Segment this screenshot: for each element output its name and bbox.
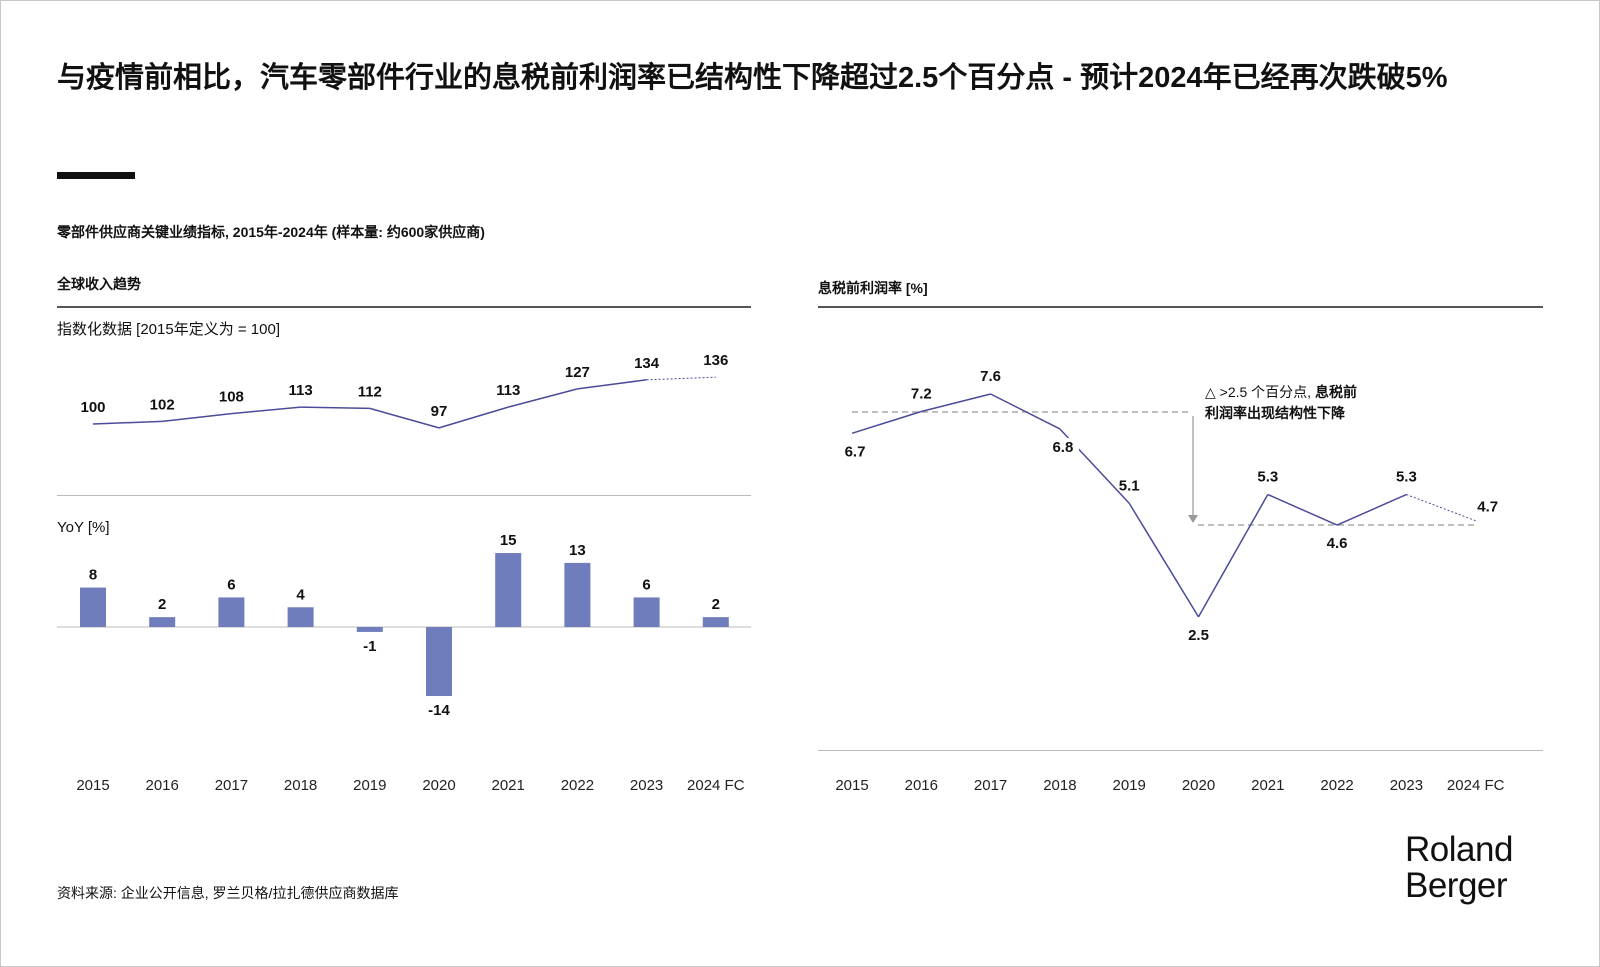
ebit-annotation: △ >2.5 个百分点, 息税前 利润率出现结构性下降 bbox=[1205, 382, 1357, 424]
revenue-line-segment bbox=[577, 379, 647, 390]
yoy-data-label: -1 bbox=[363, 638, 376, 655]
yoy-bar bbox=[495, 553, 522, 627]
x-tick-label: 2022 bbox=[1320, 777, 1353, 794]
yoy-bar bbox=[633, 597, 660, 627]
revenue-data-label: 127 bbox=[565, 364, 590, 381]
revenue-data-label: 108 bbox=[219, 389, 244, 406]
x-tick-label: 2024 FC bbox=[687, 777, 745, 794]
x-tick-label: 2017 bbox=[974, 777, 1007, 794]
yoy-bar bbox=[149, 617, 176, 627]
annotation-text-b: 息税前 bbox=[1314, 384, 1357, 400]
source-note: 资料来源: 企业公开信息, 罗兰贝格/拉扎德供应商数据库 bbox=[57, 885, 399, 901]
yoy-bar bbox=[80, 587, 106, 627]
x-tick-label: 2021 bbox=[492, 777, 525, 794]
yoy-bar bbox=[287, 607, 314, 627]
x-tick-label: 2018 bbox=[284, 777, 317, 794]
revenue-data-label: 112 bbox=[358, 383, 382, 400]
revenue-section-rule bbox=[57, 306, 751, 308]
ebit-baseline bbox=[818, 750, 1543, 751]
x-tick-label: 2023 bbox=[1390, 777, 1423, 794]
yoy-data-label: 4 bbox=[296, 586, 305, 603]
revenue-line-segment bbox=[92, 420, 163, 425]
label-background bbox=[1046, 437, 1079, 458]
x-tick-label: 2022 bbox=[561, 777, 594, 794]
revenue-data-label: 97 bbox=[431, 403, 448, 420]
ebit-data-label: 5.3 bbox=[1396, 469, 1417, 486]
ebit-line-segment bbox=[1197, 494, 1269, 618]
revenue-section-title: 全球收入趋势 bbox=[57, 276, 141, 292]
revenue-data-label: 100 bbox=[80, 399, 105, 416]
roland-berger-logo: Roland Berger bbox=[1405, 832, 1513, 904]
revenue-data-label: 102 bbox=[150, 396, 175, 413]
revenue-line-segment bbox=[369, 407, 440, 429]
revenue-line-segment bbox=[231, 406, 301, 415]
ebit-section-rule bbox=[818, 306, 1543, 308]
yoy-data-label: 6 bbox=[227, 576, 235, 593]
ebit-line-segment bbox=[1267, 493, 1338, 526]
yoy-data-label: 6 bbox=[642, 576, 650, 593]
ebit-data-label: 5.3 bbox=[1257, 469, 1278, 486]
revenue-line-segment bbox=[300, 406, 370, 410]
ebit-line-segment bbox=[851, 410, 922, 435]
revenue-data-label: 113 bbox=[288, 382, 312, 399]
ebit-line-segment bbox=[921, 393, 991, 413]
x-tick-label: 2023 bbox=[630, 777, 663, 794]
x-tick-label: 2018 bbox=[1043, 777, 1076, 794]
x-tick-label: 2019 bbox=[353, 777, 386, 794]
yoy-data-label: 8 bbox=[89, 567, 97, 584]
revenue-line-segment bbox=[508, 388, 578, 408]
yoy-bar bbox=[702, 617, 729, 627]
revenue-data-label: 113 bbox=[496, 382, 520, 399]
revenue-line-segment bbox=[646, 376, 716, 381]
logo-line2: Berger bbox=[1405, 866, 1508, 905]
x-tick-label: 2019 bbox=[1113, 777, 1146, 794]
yoy-data-label: 13 bbox=[569, 542, 586, 559]
ebit-line-segment bbox=[1128, 502, 1200, 618]
x-tick-label: 2021 bbox=[1251, 777, 1284, 794]
yoy-data-label: 15 bbox=[500, 532, 517, 549]
annotation-text-c: 利润率出现结构性下降 bbox=[1205, 405, 1345, 421]
revenue-data-label: 136 bbox=[703, 352, 728, 369]
yoy-unit-label: YoY [%] bbox=[57, 519, 110, 536]
x-tick-label: 2020 bbox=[422, 777, 455, 794]
revenue-line-segment bbox=[162, 412, 232, 423]
revenue-line-segment bbox=[438, 406, 509, 429]
ebit-data-label: 7.6 bbox=[980, 368, 1001, 385]
decline-arrow-icon bbox=[1188, 515, 1198, 523]
x-tick-label: 2020 bbox=[1182, 777, 1215, 794]
yoy-data-label: 2 bbox=[712, 596, 720, 613]
ebit-data-label: 7.2 bbox=[911, 385, 932, 402]
yoy-bar bbox=[426, 627, 452, 697]
logo-line1: Roland bbox=[1405, 830, 1513, 869]
title-underline bbox=[57, 172, 135, 179]
ebit-data-label: 6.8 bbox=[1052, 439, 1073, 456]
revenue-data-label: 134 bbox=[634, 355, 660, 372]
ebit-data-label: 4.7 bbox=[1477, 499, 1498, 516]
section-divider bbox=[57, 495, 751, 496]
page-title: 与疫情前相比，汽车零部件行业的息税前利润率已结构性下降超过2.5个百分点 - 预… bbox=[57, 62, 1448, 94]
ebit-line-segment bbox=[1406, 494, 1476, 522]
x-tick-label: 2017 bbox=[215, 777, 248, 794]
ebit-line-segment bbox=[1336, 493, 1407, 526]
x-tick-label: 2015 bbox=[835, 777, 868, 794]
x-tick-label: 2016 bbox=[905, 777, 938, 794]
chart-subtitle: 零部件供应商关键业绩指标, 2015年-2024年 (样本量: 约600家供应商… bbox=[57, 224, 485, 240]
yoy-bar bbox=[356, 627, 383, 632]
annotation-text-a: △ >2.5 个百分点, bbox=[1205, 384, 1315, 400]
x-tick-label: 2015 bbox=[76, 777, 109, 794]
ebit-data-label: 6.7 bbox=[845, 443, 866, 460]
yoy-data-label: -14 bbox=[428, 702, 450, 719]
ebit-data-label: 5.1 bbox=[1119, 477, 1140, 494]
ebit-data-label: 2.5 bbox=[1188, 627, 1209, 644]
ebit-line-segment bbox=[990, 393, 1061, 430]
revenue-unit-label: 指数化数据 [2015年定义为 = 100] bbox=[57, 321, 280, 338]
x-tick-label: 2024 FC bbox=[1447, 777, 1505, 794]
x-tick-label: 2016 bbox=[146, 777, 179, 794]
yoy-bar bbox=[564, 562, 591, 627]
ebit-data-label: 4.6 bbox=[1327, 535, 1348, 552]
ebit-section-title: 息税前利润率 [%] bbox=[818, 280, 928, 296]
yoy-bar bbox=[218, 597, 245, 627]
yoy-data-label: 2 bbox=[158, 596, 166, 613]
